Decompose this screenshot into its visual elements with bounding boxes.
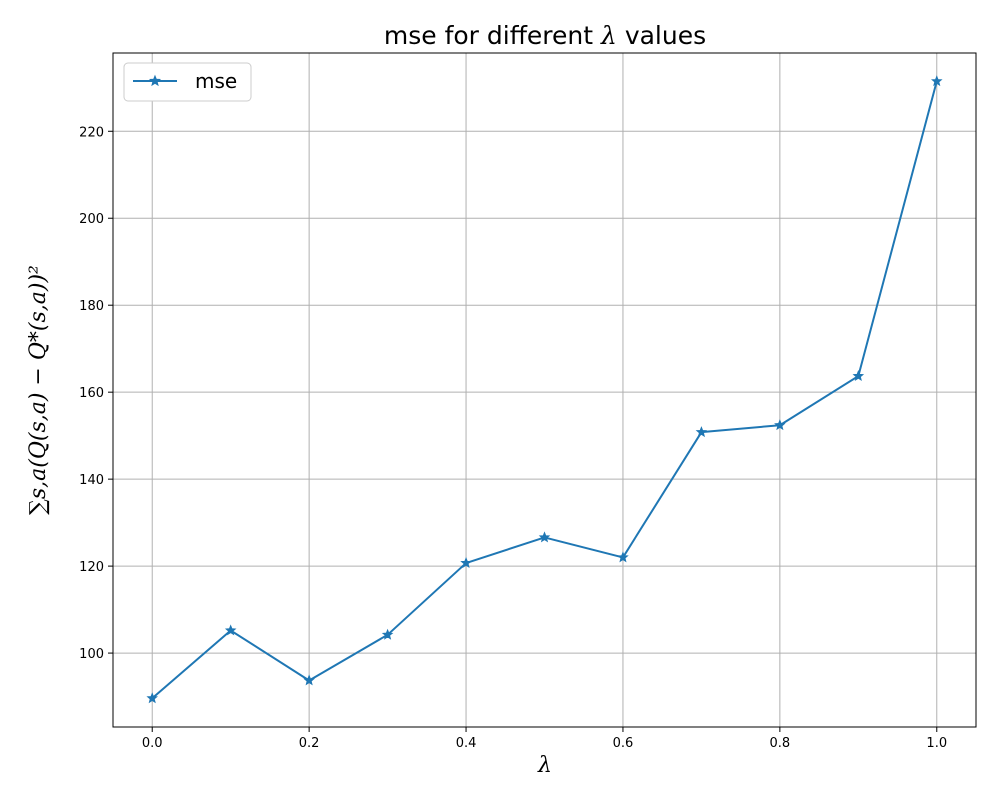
y-tick-label: 120 bbox=[79, 560, 104, 575]
data-point bbox=[774, 419, 786, 431]
legend-box bbox=[123, 62, 252, 102]
x-axis-ticks: 0.0 0.2 0.4 0.6 0.8 1.0 bbox=[142, 727, 947, 751]
chart-title-prefix: mse for different bbox=[384, 21, 601, 50]
x-tick-label: 0.4 bbox=[456, 736, 477, 751]
data-point bbox=[224, 624, 237, 636]
data-point bbox=[146, 692, 158, 704]
series-layer bbox=[146, 75, 943, 704]
data-point bbox=[931, 75, 943, 87]
data-point bbox=[852, 370, 865, 381]
data-point bbox=[381, 628, 394, 640]
y-tick-label: 100 bbox=[79, 647, 104, 662]
x-tick-label: 0.2 bbox=[299, 736, 320, 751]
data-point bbox=[538, 531, 551, 543]
x-tick-label: 0.6 bbox=[613, 736, 634, 751]
legend-label-mse: mse bbox=[195, 69, 237, 93]
y-tick-label: 200 bbox=[79, 212, 104, 227]
x-axis-label: λ bbox=[537, 753, 552, 778]
chart-title: mse for different λ values bbox=[384, 21, 706, 50]
y-tick-label: 140 bbox=[79, 473, 104, 488]
data-point bbox=[617, 551, 629, 563]
x-tick-label: 0.8 bbox=[770, 736, 791, 751]
legend-marker-mse bbox=[148, 74, 162, 87]
legend: mse bbox=[123, 62, 252, 102]
chart-title-symbol: λ bbox=[600, 21, 617, 50]
data-point bbox=[303, 674, 315, 686]
x-tick-label: 0.0 bbox=[142, 736, 163, 751]
data-point bbox=[695, 426, 708, 438]
data-point bbox=[460, 556, 472, 568]
chart-title-suffix: values bbox=[617, 21, 706, 50]
y-tick-label: 220 bbox=[79, 125, 104, 140]
y-tick-label: 180 bbox=[79, 299, 104, 314]
y-axis-ticks: 100 120 140 160 180 200 220 bbox=[79, 125, 113, 662]
plot-area-frame bbox=[112, 52, 977, 728]
y-axis-label: ∑s,a(Q(s,a) − Q*(s,a))² bbox=[26, 265, 51, 515]
x-tick-label: 1.0 bbox=[926, 736, 947, 751]
y-tick-label: 160 bbox=[79, 386, 104, 401]
